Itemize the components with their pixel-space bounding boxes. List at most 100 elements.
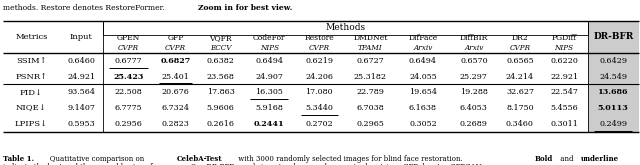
Text: LPIPS↓: LPIPS↓	[15, 120, 48, 128]
Text: 93.564: 93.564	[67, 88, 95, 96]
Text: 0.6382: 0.6382	[207, 57, 234, 65]
Text: 25.423: 25.423	[113, 73, 143, 81]
Text: 25.401: 25.401	[162, 73, 189, 81]
Text: FID↓: FID↓	[20, 88, 43, 96]
Text: indicate the best and the second best performance.  Our DR-BFR excels in natural: indicate the best and the second best pe…	[3, 163, 484, 165]
Text: 8.1750: 8.1750	[506, 104, 534, 112]
Text: 0.2441: 0.2441	[254, 120, 285, 128]
Text: 0.5953: 0.5953	[67, 120, 95, 128]
Text: Methods: Methods	[325, 23, 365, 32]
Text: 5.9606: 5.9606	[207, 104, 234, 112]
Text: CodeFor: CodeFor	[253, 34, 285, 42]
Text: 0.3052: 0.3052	[409, 120, 436, 128]
Text: 17.080: 17.080	[305, 88, 333, 96]
Text: TPAMI: TPAMI	[358, 44, 383, 52]
Text: Zoom in for best view.: Zoom in for best view.	[198, 4, 292, 12]
Text: 5.0113: 5.0113	[598, 104, 628, 112]
Text: 24.206: 24.206	[305, 73, 333, 81]
Text: 24.055: 24.055	[409, 73, 436, 81]
Text: 24.214: 24.214	[506, 73, 534, 81]
Text: CVPR: CVPR	[308, 44, 330, 52]
Text: 0.6220: 0.6220	[550, 57, 578, 65]
Text: 0.6219: 0.6219	[305, 57, 333, 65]
Text: SSIM↑: SSIM↑	[16, 57, 47, 65]
Text: 0.6727: 0.6727	[356, 57, 384, 65]
Text: ECCV: ECCV	[210, 44, 231, 52]
Text: 17.863: 17.863	[207, 88, 234, 96]
Text: VQFR: VQFR	[209, 34, 232, 42]
Text: 13.686: 13.686	[598, 88, 628, 96]
Text: 0.2702: 0.2702	[305, 120, 333, 128]
Text: 0.6827: 0.6827	[161, 57, 191, 65]
Text: 6.7324: 6.7324	[161, 104, 189, 112]
Text: DR2: DR2	[511, 34, 528, 42]
Text: 5.4556: 5.4556	[550, 104, 578, 112]
Text: Metrics: Metrics	[15, 33, 47, 41]
Text: 6.7038: 6.7038	[356, 104, 384, 112]
Text: DR-BFR: DR-BFR	[593, 32, 634, 41]
Text: 0.3460: 0.3460	[506, 120, 534, 128]
Text: 16.305: 16.305	[255, 88, 283, 96]
Text: 23.568: 23.568	[207, 73, 234, 81]
Text: 19.288: 19.288	[460, 88, 488, 96]
Text: DiffBIR: DiffBIR	[460, 34, 488, 42]
Text: 0.6429: 0.6429	[599, 57, 627, 65]
Text: 0.6494: 0.6494	[409, 57, 437, 65]
Text: 24.549: 24.549	[599, 73, 627, 81]
Text: 25.297: 25.297	[460, 73, 488, 81]
Text: CelebA-Test: CelebA-Test	[177, 155, 223, 163]
Text: CVPR: CVPR	[165, 44, 186, 52]
Text: 0.6494: 0.6494	[255, 57, 284, 65]
Text: with 3000 randomly selected images for blind face restoration.: with 3000 randomly selected images for b…	[236, 155, 467, 163]
Text: NIPS: NIPS	[555, 44, 573, 52]
Text: 0.6570: 0.6570	[460, 57, 488, 65]
Text: 22.508: 22.508	[115, 88, 142, 96]
Text: 0.2823: 0.2823	[162, 120, 189, 128]
Text: Arxiv: Arxiv	[464, 44, 484, 52]
Text: 9.1407: 9.1407	[67, 104, 95, 112]
Text: Input: Input	[70, 33, 93, 41]
Text: 32.627: 32.627	[506, 88, 534, 96]
Text: 0.2689: 0.2689	[460, 120, 488, 128]
Text: 6.7775: 6.7775	[115, 104, 142, 112]
Text: 24.907: 24.907	[255, 73, 283, 81]
Text: 22.547: 22.547	[550, 88, 578, 96]
Text: 0.2956: 0.2956	[115, 120, 142, 128]
Text: Table 1.: Table 1.	[3, 155, 35, 163]
Text: GPEN: GPEN	[116, 34, 140, 42]
Text: 0.6777: 0.6777	[115, 57, 142, 65]
Text: Restore: Restore	[304, 34, 334, 42]
Text: DMDNet: DMDNet	[353, 34, 388, 42]
Text: 22.789: 22.789	[356, 88, 385, 96]
Text: 0.2616: 0.2616	[207, 120, 234, 128]
Text: Arxiv: Arxiv	[413, 44, 433, 52]
Text: 5.3440: 5.3440	[305, 104, 333, 112]
Text: PSNR↑: PSNR↑	[15, 73, 47, 81]
Text: and: and	[557, 155, 575, 163]
Text: Bold: Bold	[534, 155, 552, 163]
Text: 0.6460: 0.6460	[67, 57, 95, 65]
Text: 19.654: 19.654	[409, 88, 437, 96]
Text: 24.921: 24.921	[67, 73, 95, 81]
Text: GFP: GFP	[168, 34, 184, 42]
Text: 6.1638: 6.1638	[409, 104, 437, 112]
Text: CVPR: CVPR	[509, 44, 531, 52]
Text: 6.4053: 6.4053	[460, 104, 488, 112]
Bar	[588, 21, 639, 132]
Text: underline: underline	[580, 155, 619, 163]
Text: NIPS: NIPS	[260, 44, 279, 52]
Text: 25.3182: 25.3182	[354, 73, 387, 81]
Text: 0.6565: 0.6565	[506, 57, 534, 65]
Text: CVPR: CVPR	[118, 44, 139, 52]
Text: methods. Restore denotes RestoreFormer.: methods. Restore denotes RestoreFormer.	[3, 4, 167, 12]
Text: 0.2499: 0.2499	[599, 120, 627, 128]
Text: 22.921: 22.921	[550, 73, 578, 81]
Text: Quatitative comparison on: Quatitative comparison on	[44, 155, 147, 163]
Text: PGDiff: PGDiff	[552, 34, 577, 42]
Text: 0.3011: 0.3011	[550, 120, 578, 128]
Text: 20.676: 20.676	[162, 88, 189, 96]
Text: NIQE↓: NIQE↓	[16, 104, 47, 112]
Text: 0.2965: 0.2965	[356, 120, 385, 128]
Text: 5.9168: 5.9168	[255, 104, 283, 112]
Text: DifFace: DifFace	[408, 34, 438, 42]
